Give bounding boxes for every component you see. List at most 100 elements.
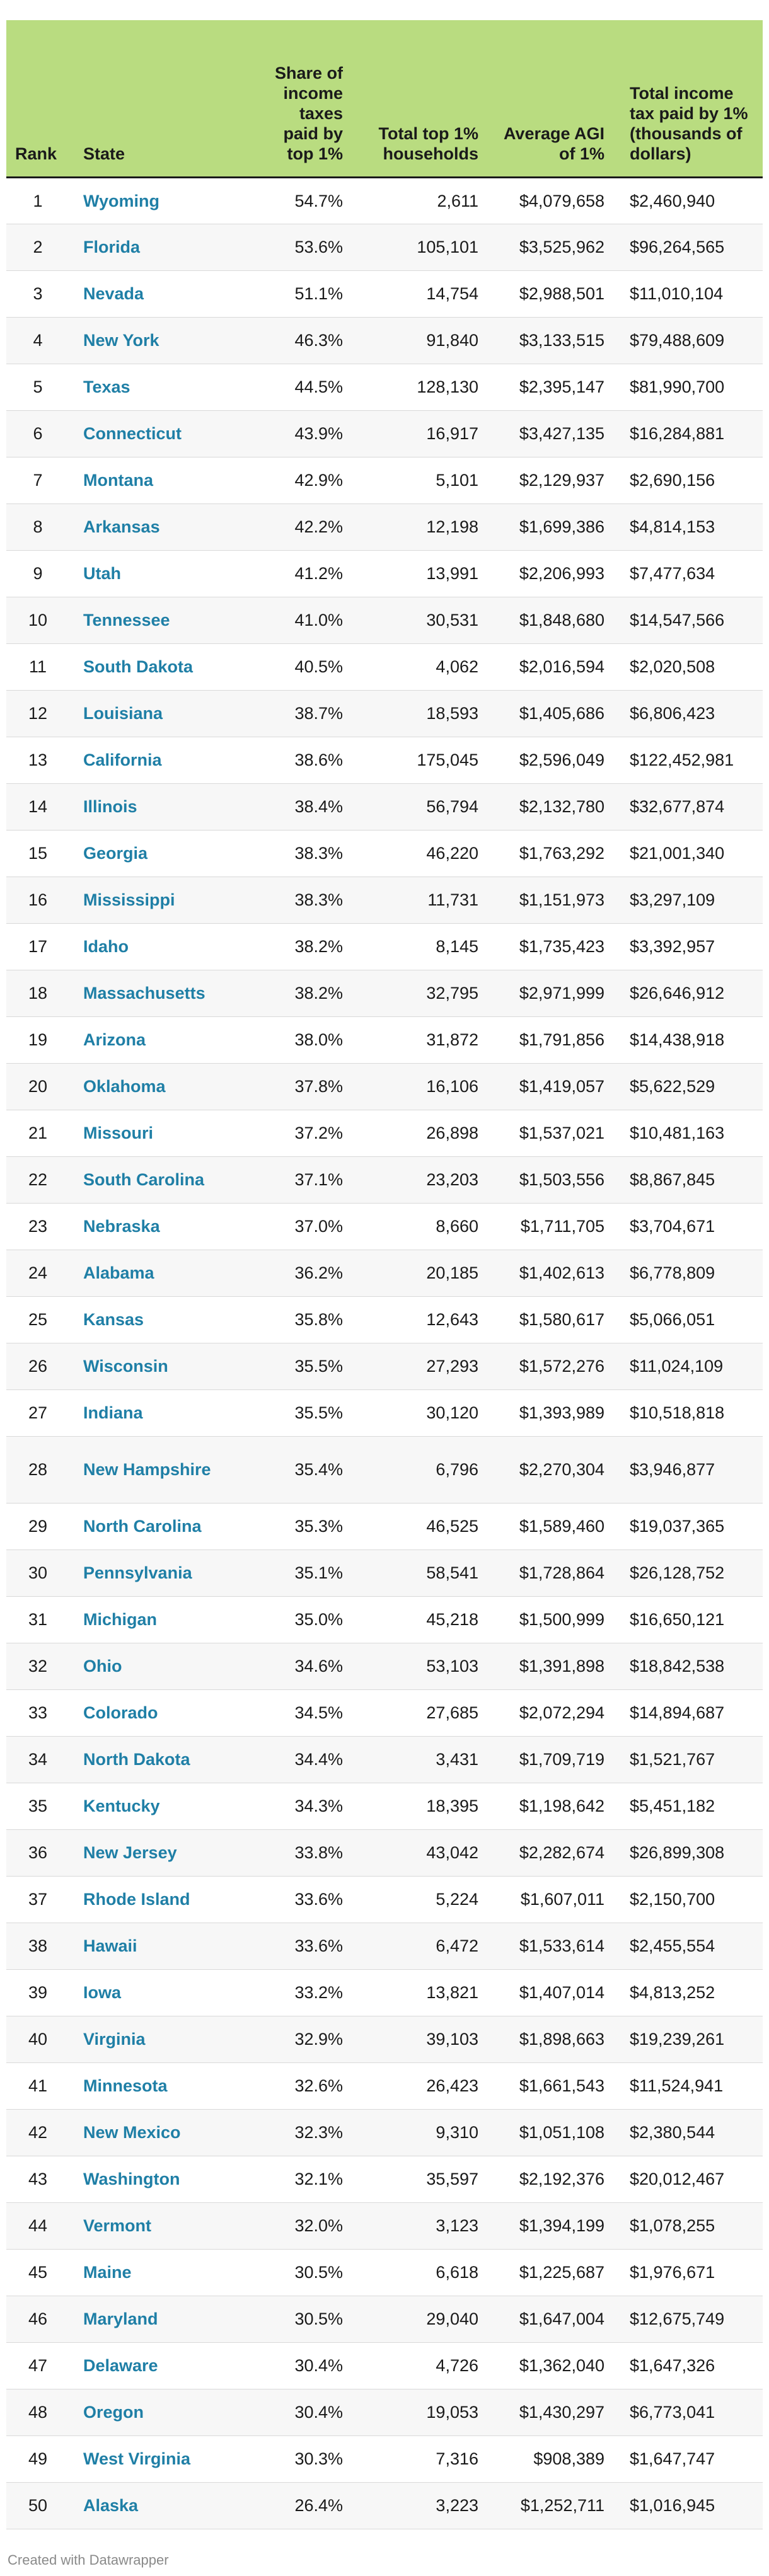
table-row: 28 New Hampshire 35.4% 6,796 $2,270,304 $3,94… xyxy=(6,1436,763,1504)
average-agi-cell: $1,711,705 xyxy=(489,1203,615,1250)
state-name[interactable]: Oklahoma xyxy=(76,1063,258,1110)
state-name[interactable]: Maine xyxy=(76,2249,258,2296)
column-header-households[interactable]: Total top 1% households xyxy=(353,20,489,178)
state-name[interactable]: Massachusetts xyxy=(76,970,258,1017)
table-row: 16 Mississippi 38.3% 11,731 $1,151,973 $3,297… xyxy=(6,877,763,924)
state-name[interactable]: West Virginia xyxy=(76,2435,258,2483)
share-cell: 32.6% xyxy=(258,2062,353,2110)
households-cell: 16,106 xyxy=(353,1063,489,1110)
households-cell: 13,821 xyxy=(353,1969,489,2016)
households-cell: 19,053 xyxy=(353,2389,489,2436)
column-header-average-agi[interactable]: Average AGI of 1% xyxy=(489,20,615,178)
households-cell: 46,220 xyxy=(353,830,489,877)
state-name[interactable]: Illinois xyxy=(76,783,258,831)
state-name[interactable]: Montana xyxy=(76,457,258,504)
state-name[interactable]: Kentucky xyxy=(76,1783,258,1830)
state-name[interactable]: Missouri xyxy=(76,1110,258,1157)
rank-cell: 26 xyxy=(6,1343,76,1390)
share-cell: 42.9% xyxy=(258,457,353,504)
total-tax-cell: $4,814,153 xyxy=(615,503,763,551)
state-name[interactable]: Nevada xyxy=(76,270,258,318)
total-tax-cell: $5,622,529 xyxy=(615,1063,763,1110)
state-name[interactable]: Idaho xyxy=(76,923,258,970)
state-name[interactable]: Texas xyxy=(76,364,258,411)
state-name[interactable]: Iowa xyxy=(76,1969,258,2016)
state-name[interactable]: Colorado xyxy=(76,1689,258,1737)
total-tax-cell: $1,647,747 xyxy=(615,2435,763,2483)
rank-cell: 5 xyxy=(6,364,76,411)
state-name[interactable]: North Carolina xyxy=(76,1503,258,1550)
state-name[interactable]: South Carolina xyxy=(76,1156,258,1204)
state-name[interactable]: Wisconsin xyxy=(76,1343,258,1390)
state-name[interactable]: Alabama xyxy=(76,1250,258,1297)
share-cell: 44.5% xyxy=(258,364,353,411)
state-name[interactable]: Pennsylvania xyxy=(76,1550,258,1597)
table-row: 17 Idaho 38.2% 8,145 $1,735,423 $3,392,957 xyxy=(6,923,763,970)
state-name[interactable]: Michigan xyxy=(76,1596,258,1643)
state-name[interactable]: Indiana xyxy=(76,1389,258,1437)
total-tax-cell: $2,380,544 xyxy=(615,2109,763,2156)
state-name[interactable]: North Dakota xyxy=(76,1736,258,1783)
state-name[interactable]: Louisiana xyxy=(76,690,258,737)
state-name[interactable]: Kansas xyxy=(76,1296,258,1343)
state-name[interactable]: South Dakota xyxy=(76,643,258,691)
average-agi-cell: $1,419,057 xyxy=(489,1063,615,1110)
state-name[interactable]: New Jersey xyxy=(76,1829,258,1877)
average-agi-cell: $1,709,719 xyxy=(489,1736,615,1783)
table-row: 39 Iowa 33.2% 13,821 $1,407,014 $4,813,252 xyxy=(6,1969,763,2016)
total-tax-cell: $2,150,700 xyxy=(615,1876,763,1923)
households-cell: 6,472 xyxy=(353,1923,489,1970)
state-name[interactable]: Arizona xyxy=(76,1016,258,1064)
datawrapper-credit[interactable]: Created with Datawrapper xyxy=(8,2552,169,2568)
households-cell: 91,840 xyxy=(353,317,489,364)
state-name[interactable]: Florida xyxy=(76,224,258,271)
state-name[interactable]: Vermont xyxy=(76,2202,258,2250)
average-agi-cell: $1,572,276 xyxy=(489,1343,615,1390)
state-name[interactable]: Maryland xyxy=(76,2296,258,2343)
column-header-total-tax[interactable]: Total income tax paid by 1% (thousands o… xyxy=(615,20,763,178)
state-name[interactable]: Delaware xyxy=(76,2342,258,2389)
average-agi-cell: $1,589,460 xyxy=(489,1503,615,1550)
share-cell: 38.3% xyxy=(258,830,353,877)
rank-cell: 50 xyxy=(6,2482,76,2529)
state-name[interactable]: Oregon xyxy=(76,2389,258,2436)
column-header-share[interactable]: Share of income taxes paid by top 1% xyxy=(258,20,353,178)
state-name[interactable]: Connecticut xyxy=(76,410,258,457)
state-name[interactable]: Rhode Island xyxy=(76,1876,258,1923)
state-name[interactable]: New York xyxy=(76,317,258,364)
table-row: 3 Nevada 51.1% 14,754 $2,988,501 $11,010,104 xyxy=(6,270,763,318)
state-name[interactable]: Georgia xyxy=(76,830,258,877)
rank-cell: 22 xyxy=(6,1156,76,1204)
state-name[interactable]: Hawaii xyxy=(76,1923,258,1970)
state-name[interactable]: Tennessee xyxy=(76,597,258,644)
state-name[interactable]: Mississippi xyxy=(76,877,258,924)
rank-cell: 18 xyxy=(6,970,76,1017)
households-cell: 4,726 xyxy=(353,2342,489,2389)
state-name[interactable]: Washington xyxy=(76,2156,258,2203)
average-agi-cell: $1,151,973 xyxy=(489,877,615,924)
column-header-state[interactable]: State xyxy=(76,20,258,178)
households-cell: 53,103 xyxy=(353,1643,489,1690)
rank-cell: 10 xyxy=(6,597,76,644)
column-header-rank[interactable]: Rank xyxy=(6,20,76,178)
state-name[interactable]: Minnesota xyxy=(76,2062,258,2110)
state-name[interactable]: Wyoming xyxy=(76,177,258,224)
average-agi-cell: $2,395,147 xyxy=(489,364,615,411)
state-name[interactable]: California xyxy=(76,737,258,784)
state-name[interactable]: Virginia xyxy=(76,2016,258,2063)
share-cell: 37.2% xyxy=(258,1110,353,1157)
average-agi-cell: $1,394,199 xyxy=(489,2202,615,2250)
total-tax-cell: $19,239,261 xyxy=(615,2016,763,2063)
state-name[interactable]: Arkansas xyxy=(76,503,258,551)
state-name[interactable]: Utah xyxy=(76,550,258,597)
state-name[interactable]: Alaska xyxy=(76,2482,258,2529)
state-name[interactable]: New Hampshire xyxy=(76,1436,258,1504)
households-cell: 29,040 xyxy=(353,2296,489,2343)
table-row: 1 Wyoming 54.7% 2,611 $4,079,658 $2,460,940 xyxy=(6,177,763,224)
state-name[interactable]: Ohio xyxy=(76,1643,258,1690)
state-name[interactable]: Nebraska xyxy=(76,1203,258,1250)
table-row: 4 New York 46.3% 91,840 $3,133,515 $79,488,60… xyxy=(6,317,763,364)
average-agi-cell: $2,596,049 xyxy=(489,737,615,784)
share-cell: 35.8% xyxy=(258,1296,353,1343)
state-name[interactable]: New Mexico xyxy=(76,2109,258,2156)
